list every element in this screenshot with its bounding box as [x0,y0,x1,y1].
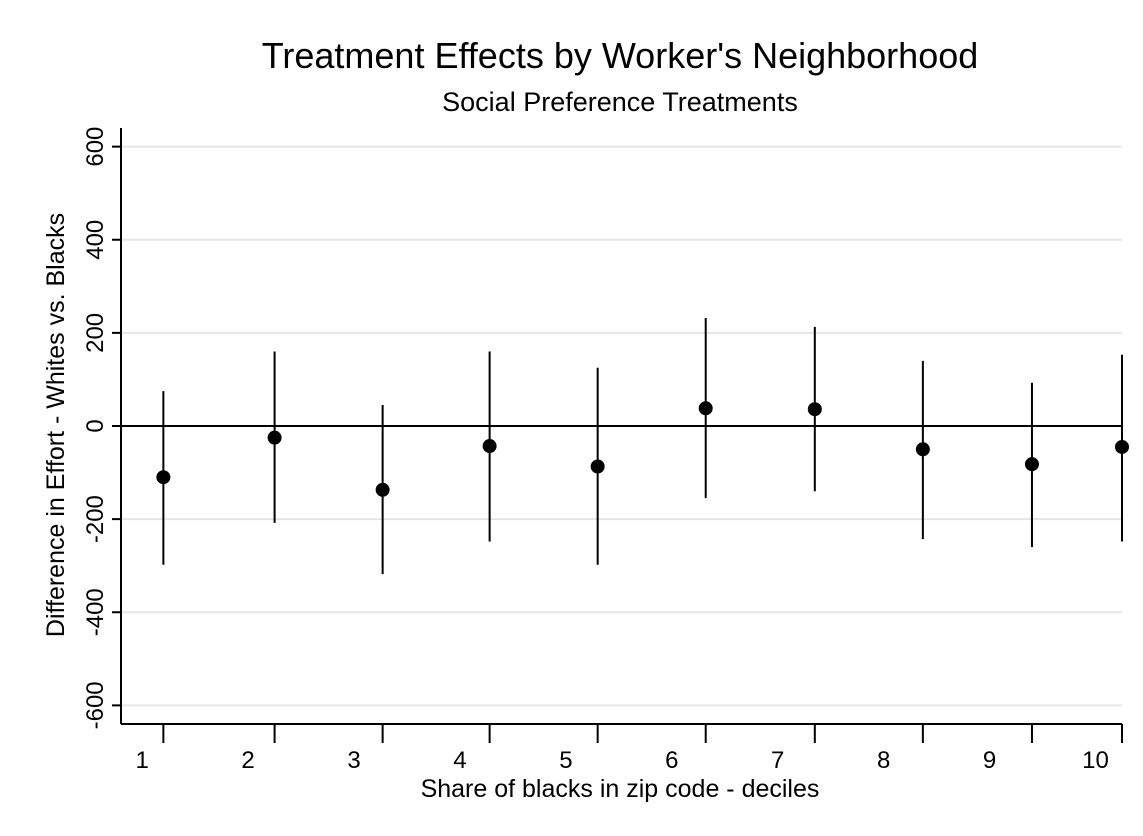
y-tick-label: 400 [82,220,109,260]
y-axis-label: Difference in Effort - Whites vs. Blacks [42,213,70,637]
point-estimate-marker [1115,439,1129,454]
y-tick-label: 600 [82,127,109,167]
data-points [156,317,1129,575]
x-tick-label: 8 [877,747,890,774]
x-tick-label: 3 [347,747,360,774]
x-tick-label: 2 [241,747,254,774]
x-tick-label: 1 [136,747,149,774]
x-tick-label: 7 [771,747,784,774]
y-tick-label: -200 [82,495,109,543]
y-tick-label: -400 [82,588,109,636]
y-tick-label: 200 [82,313,109,353]
point-estimate-marker [482,439,497,454]
point-estimate-marker [915,442,930,457]
point-estimate-marker [1024,457,1039,472]
point-estimate-marker [698,401,713,416]
point-estimate-marker [590,459,605,474]
point-estimate-marker [807,402,822,417]
point-estimate-marker [156,470,171,485]
chart-subtitle: Social Preference Treatments [442,87,798,117]
chart-title: Treatment Effects by Worker's Neighborho… [262,35,979,76]
y-tick-label: 0 [82,419,109,432]
point-estimate-marker [375,482,390,497]
x-axis-label: Share of blacks in zip code - deciles [421,775,820,803]
x-tick-label: 4 [453,747,466,774]
y-tick-label: -600 [82,681,109,729]
grid-lines [121,145,1122,707]
x-tick-label: 10 [1082,747,1109,774]
point-estimate-marker [267,430,282,445]
axes: -600 -400 -200 0 200 400 600 1 2 3 4 5 6 7 8 9 10 [82,127,1123,774]
x-tick-label: 6 [665,747,678,774]
x-tick-label: 9 [983,747,996,774]
x-tick-label: 5 [559,747,572,774]
